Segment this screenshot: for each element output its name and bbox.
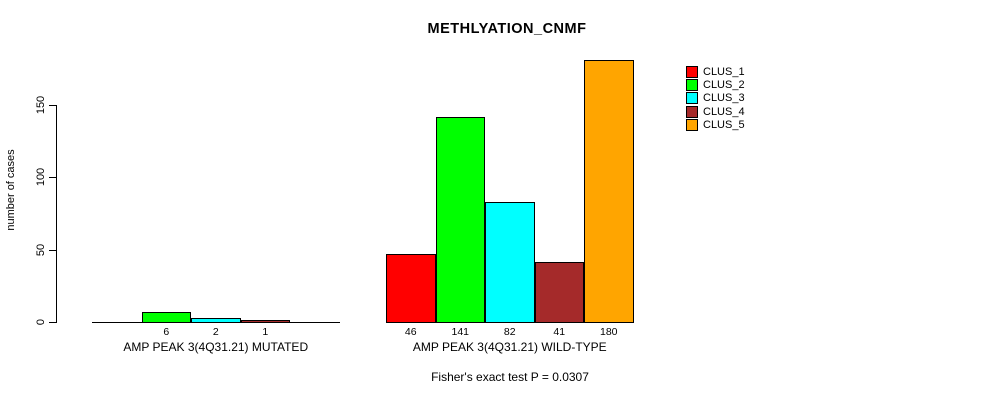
legend-item: CLUS_2 bbox=[686, 78, 745, 92]
legend-swatch bbox=[686, 79, 698, 92]
y-axis-tick-label: 0 bbox=[35, 318, 47, 326]
bar bbox=[584, 60, 634, 323]
bar-value-label: 180 bbox=[599, 326, 618, 338]
y-axis-tick bbox=[49, 177, 56, 178]
legend-item: CLUS_1 bbox=[686, 65, 745, 78]
y-axis-tick-label: 150 bbox=[35, 95, 47, 114]
chart-title: METHLYATION_CNMF bbox=[427, 21, 587, 37]
legend-label: CLUS_4 bbox=[703, 105, 745, 118]
legend-swatch bbox=[686, 65, 698, 78]
bar bbox=[141, 312, 191, 323]
legend-label: CLUS_3 bbox=[703, 92, 745, 105]
bar bbox=[485, 202, 535, 323]
legend-swatch bbox=[686, 92, 698, 105]
bar bbox=[534, 261, 584, 323]
legend-item: CLUS_5 bbox=[686, 119, 745, 132]
y-axis-line bbox=[56, 104, 57, 323]
y-axis-tick bbox=[49, 322, 56, 323]
stats-annotation: Fisher's exact test P = 0.0307 bbox=[431, 370, 589, 384]
y-axis-tick bbox=[49, 249, 56, 251]
legend-label: CLUS_5 bbox=[703, 119, 745, 132]
bar-value-label: 141 bbox=[451, 326, 470, 338]
legend-swatch bbox=[686, 119, 698, 132]
legend-label: CLUS_1 bbox=[703, 65, 745, 78]
bar-value-label: 2 bbox=[212, 326, 219, 338]
bar bbox=[386, 254, 436, 323]
bar-value-label: 46 bbox=[404, 326, 417, 338]
y-axis-tick-label: 50 bbox=[35, 243, 47, 256]
bar bbox=[435, 116, 485, 323]
y-axis-title: number of cases bbox=[5, 149, 17, 231]
bar-value-label: 1 bbox=[262, 326, 269, 338]
x-axis-group-label: AMP PEAK 3(4Q31.21) WILD-TYPE bbox=[412, 340, 607, 354]
x-axis-group-label: AMP PEAK 3(4Q31.21) MUTATED bbox=[123, 340, 309, 354]
bar-value-label: 82 bbox=[503, 326, 516, 338]
y-axis-tick bbox=[49, 104, 56, 106]
legend-item: CLUS_4 bbox=[686, 105, 745, 118]
legend-label: CLUS_2 bbox=[703, 79, 745, 92]
bar-value-label: 41 bbox=[553, 326, 566, 338]
bar-value-label: 6 bbox=[163, 326, 170, 338]
legend: CLUS_1 CLUS_2 CLUS_3 CLUS_4 CLUS_5 bbox=[686, 65, 745, 132]
y-axis-tick-label: 100 bbox=[35, 167, 47, 187]
legend-swatch bbox=[686, 105, 698, 118]
bar bbox=[191, 318, 241, 323]
bar bbox=[240, 319, 290, 323]
legend-item: CLUS_3 bbox=[686, 92, 745, 105]
